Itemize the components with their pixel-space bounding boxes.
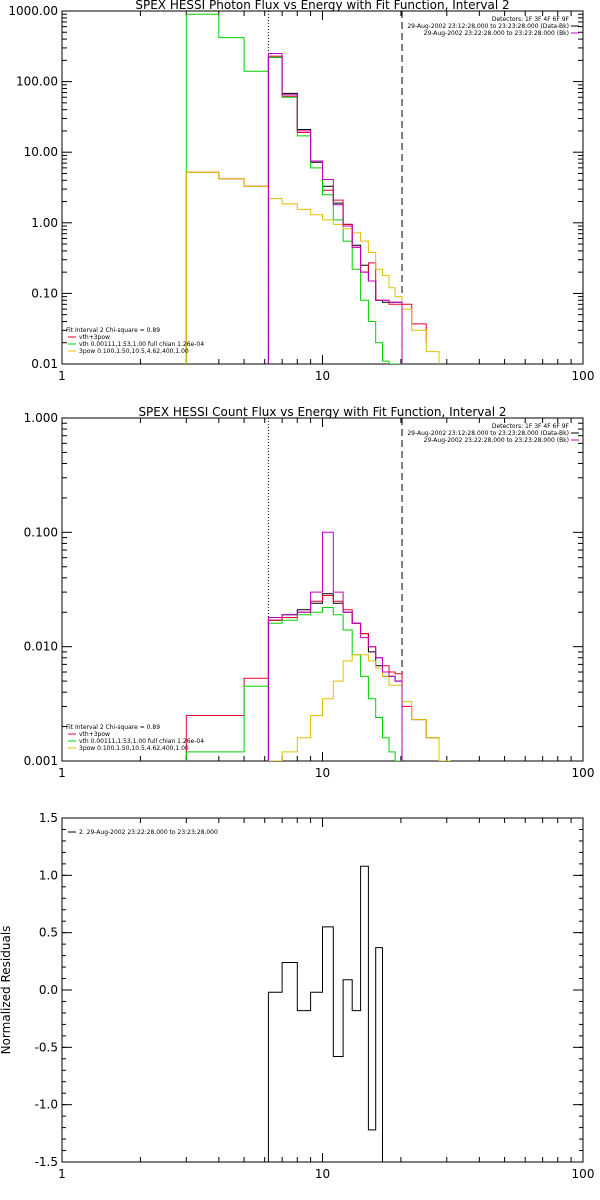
y-tick-label: 100.00 — [16, 75, 58, 89]
y-tick-label: 1.0 — [39, 868, 58, 882]
series-data-bk — [267, 56, 403, 364]
legend-entry: vth 0.00111,1.53,1.00 full chian 1.26e-0… — [79, 341, 204, 348]
chart-title: SPEX HESSI Count Flux vs Energy with Fit… — [138, 405, 506, 419]
photon-flux-panel: SPEX HESSI Photon Flux vs Energy with Fi… — [8, 0, 594, 383]
series-3pow — [268, 654, 451, 761]
x-tick-label: 10 — [315, 369, 330, 383]
plot-area — [185, 11, 440, 364]
legend-entry: vth 0.00111,1.53,1.00 full chian 1.26e-0… — [79, 738, 204, 745]
header-line: 29-Aug-2002 23:12:28.000 to 23:23:28.000… — [407, 23, 569, 30]
header-line: 29-Aug-2002 23:12:28.000 to 23:23:28.000… — [407, 430, 569, 437]
x-tick-label: 10 — [315, 766, 330, 780]
y-tick-label: -1.5 — [35, 1155, 58, 1169]
plot-area — [267, 865, 383, 1162]
header-line: 29-Aug-2002 23:22:28.000 to 23:23:28.000… — [424, 437, 569, 444]
y-tick-label: 0.10 — [31, 286, 58, 300]
x-tick-label: 100 — [572, 766, 595, 780]
series-data-bk — [267, 593, 403, 761]
x-tick-label: 1 — [58, 766, 66, 780]
legend-entry: 2. 29-Aug-2002 23:22:28.000 to 23:23:28.… — [79, 829, 218, 836]
chart-title: SPEX HESSI Photon Flux vs Energy with Fi… — [135, 0, 509, 12]
x-tick-label: 1 — [58, 1167, 66, 1181]
y-tick-label: 0.5 — [39, 926, 58, 940]
x-tick-label: 10 — [315, 1167, 330, 1181]
x-tick-label: 100 — [572, 369, 595, 383]
legend-entry: Fit Interval 2 Chi-square = 0.89 — [66, 724, 160, 731]
y-tick-label: 1.00 — [31, 216, 58, 230]
x-tick-label: 1 — [58, 369, 66, 383]
series-vth-3pow — [185, 55, 427, 364]
residuals-panel: Normalized Residuals 1 10 100 -1.5 -1.0 -0.5 0.… — [0, 811, 594, 1181]
y-tick-label: 10.00 — [24, 145, 58, 159]
series-vth — [185, 13, 402, 364]
series-vth — [185, 607, 402, 761]
legend-entry: 3pow 0.100,1.50,10.5,4.62,400,1.00 — [79, 745, 189, 752]
y-tick-label: 0.001 — [24, 754, 58, 768]
plot-area — [185, 418, 451, 761]
y-tick-label: 0.0 — [39, 983, 58, 997]
legend-entry: vth+3pow — [79, 334, 110, 341]
y-tick-label: 1.000 — [24, 411, 58, 425]
y-tick-label: 0.100 — [24, 525, 58, 539]
series-3pow — [185, 171, 440, 364]
count-flux-panel: SPEX HESSI Count Flux vs Energy with Fit… — [24, 405, 595, 780]
series-bk — [267, 531, 403, 761]
legend-entry: vth+3pow — [79, 731, 110, 738]
y-tick-label: -0.5 — [35, 1040, 58, 1054]
legend-entry: Fit Interval 2 Chi-square = 0.89 — [66, 327, 160, 334]
x-tick-label: 100 — [572, 1167, 595, 1181]
legend-entry: 3pow 0.100,1.50,10.5,4.62,400,1.00 — [79, 348, 189, 355]
y-tick-label: 0.01 — [31, 357, 58, 371]
y-axis-label: Normalized Residuals — [0, 926, 13, 1055]
y-tick-label: 0.010 — [24, 640, 58, 654]
y-tick-label: -1.0 — [35, 1098, 58, 1112]
y-tick-label: 1000.00 — [8, 4, 58, 18]
header-line: Detectors: 1F 3F 4F 6F 9F — [492, 16, 570, 23]
header-line: Detectors: 1F 3F 4F 6F 9F — [492, 423, 570, 430]
series-vth-3pow — [185, 595, 440, 761]
y-tick-label: 1.5 — [39, 811, 58, 825]
series-bk — [267, 53, 403, 364]
series-residuals — [267, 865, 383, 1162]
header-line: 29-Aug-2002 23:22:28.000 to 23:23:28.000… — [424, 30, 569, 37]
